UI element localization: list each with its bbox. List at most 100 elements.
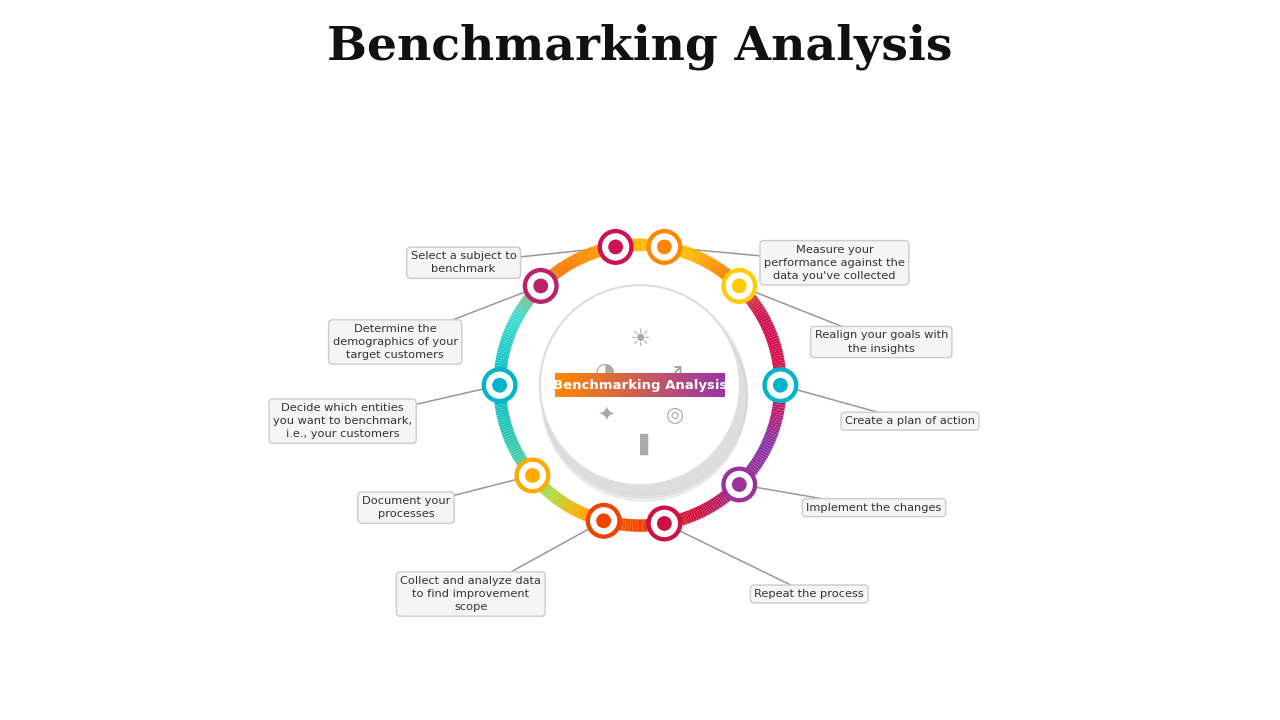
Circle shape xyxy=(732,279,746,292)
Bar xyxy=(704,373,707,397)
Bar xyxy=(645,373,648,397)
Circle shape xyxy=(648,230,682,264)
Circle shape xyxy=(603,234,628,260)
Bar xyxy=(691,373,692,397)
Bar xyxy=(668,373,671,397)
Circle shape xyxy=(483,368,517,402)
Bar xyxy=(609,373,612,397)
Bar xyxy=(672,373,675,397)
Bar xyxy=(721,373,723,397)
Bar xyxy=(666,373,667,397)
Text: Repeat the process: Repeat the process xyxy=(754,589,864,599)
Bar xyxy=(582,373,585,397)
Bar xyxy=(667,373,669,397)
Text: ↗: ↗ xyxy=(664,360,685,384)
Bar xyxy=(649,373,650,397)
Circle shape xyxy=(520,462,545,488)
Bar xyxy=(718,373,719,397)
Text: Benchmarking Analysis: Benchmarking Analysis xyxy=(553,379,727,392)
Bar xyxy=(618,373,620,397)
Bar xyxy=(684,373,686,397)
Circle shape xyxy=(534,279,548,292)
Bar xyxy=(571,373,572,397)
Bar xyxy=(639,373,640,397)
Bar xyxy=(641,373,644,397)
Bar xyxy=(576,373,577,397)
Bar xyxy=(598,373,600,397)
Text: Collect and analyze data
to find improvement
scope: Collect and analyze data to find improve… xyxy=(401,576,541,612)
Circle shape xyxy=(596,514,611,528)
Bar xyxy=(640,373,643,397)
Text: Document your
processes: Document your processes xyxy=(362,496,451,519)
Bar xyxy=(631,373,634,397)
Circle shape xyxy=(722,269,756,303)
Text: Determine the
demographics of your
target customers: Determine the demographics of your targe… xyxy=(333,324,458,360)
Bar xyxy=(678,373,681,397)
Bar xyxy=(603,373,605,397)
Bar xyxy=(589,373,591,397)
Bar xyxy=(664,373,666,397)
Circle shape xyxy=(515,458,549,492)
Circle shape xyxy=(768,372,794,398)
Bar xyxy=(593,373,595,397)
Bar xyxy=(673,373,676,397)
Bar xyxy=(561,373,562,397)
Bar xyxy=(556,373,558,397)
Bar xyxy=(634,373,635,397)
Bar xyxy=(608,373,609,397)
Text: ☀: ☀ xyxy=(630,326,650,351)
Text: Measure your
performance against the
data you've collected: Measure your performance against the dat… xyxy=(764,245,905,281)
Bar xyxy=(628,373,630,397)
Bar xyxy=(573,373,576,397)
Bar xyxy=(655,373,658,397)
Bar xyxy=(646,373,649,397)
Circle shape xyxy=(541,295,748,501)
Circle shape xyxy=(590,508,617,534)
Bar xyxy=(591,373,593,397)
Bar xyxy=(703,373,705,397)
Text: Create a plan of action: Create a plan of action xyxy=(845,416,975,426)
Bar xyxy=(689,373,691,397)
Circle shape xyxy=(541,289,748,495)
Bar xyxy=(599,373,602,397)
Bar xyxy=(660,373,662,397)
Circle shape xyxy=(540,285,740,485)
Text: ◑: ◑ xyxy=(595,360,616,384)
Circle shape xyxy=(541,292,748,498)
Bar xyxy=(623,373,625,397)
Circle shape xyxy=(524,269,558,303)
Bar xyxy=(612,373,613,397)
Circle shape xyxy=(527,273,554,299)
Bar xyxy=(692,373,695,397)
Bar xyxy=(701,373,703,397)
Bar xyxy=(604,373,607,397)
Text: Realign your goals with
the insights: Realign your goals with the insights xyxy=(814,330,948,354)
Bar xyxy=(708,373,709,397)
Bar xyxy=(698,373,700,397)
Circle shape xyxy=(598,230,632,264)
Circle shape xyxy=(722,467,756,502)
Bar xyxy=(635,373,637,397)
Bar xyxy=(564,373,566,397)
Bar xyxy=(568,373,571,397)
Text: ✦: ✦ xyxy=(596,405,614,426)
Bar xyxy=(650,373,653,397)
Bar xyxy=(694,373,696,397)
Bar xyxy=(572,373,575,397)
Bar xyxy=(657,373,659,397)
Circle shape xyxy=(773,379,787,392)
Bar xyxy=(686,373,687,397)
Bar xyxy=(713,373,714,397)
Circle shape xyxy=(493,379,507,392)
Bar xyxy=(677,373,680,397)
Text: ◎: ◎ xyxy=(666,405,684,426)
Text: ▐: ▐ xyxy=(632,433,648,455)
Bar xyxy=(712,373,713,397)
Bar xyxy=(662,373,664,397)
Bar xyxy=(579,373,581,397)
Bar xyxy=(682,373,685,397)
Bar xyxy=(621,373,623,397)
Circle shape xyxy=(652,234,677,260)
Text: Implement the changes: Implement the changes xyxy=(806,503,942,513)
Bar xyxy=(626,373,628,397)
